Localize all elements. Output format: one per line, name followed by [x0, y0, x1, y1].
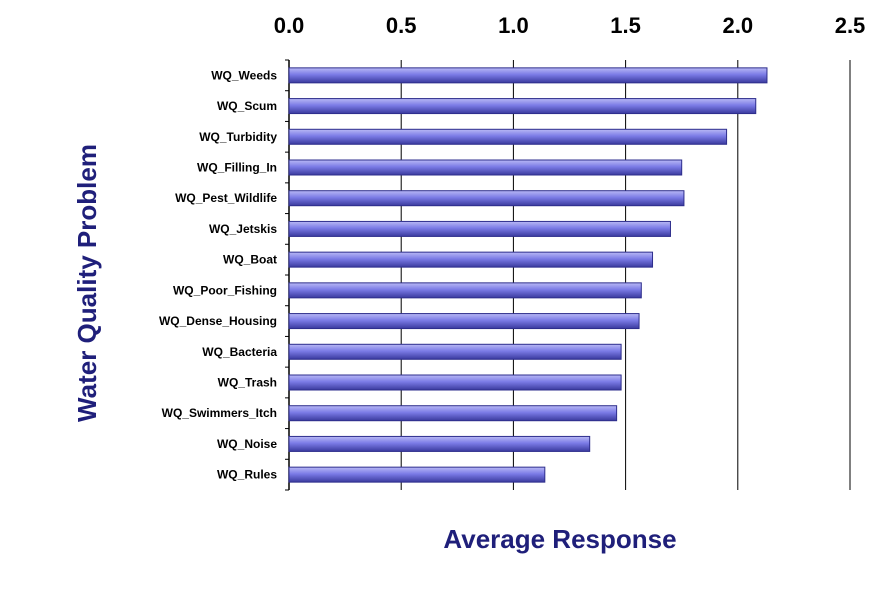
bar	[288, 435, 591, 452]
category-label: WQ_Boat	[223, 253, 277, 267]
bar	[288, 343, 622, 360]
category-label: WQ_Noise	[217, 437, 277, 451]
category-label: WQ_Pest_Wildlife	[175, 191, 277, 205]
x-tick-labels: 0.0 0.5 1.0 1.5 2.0 2.5	[274, 13, 866, 38]
category-label: WQ_Rules	[217, 468, 277, 482]
category-label: WQ_Swimmers_Itch	[162, 406, 277, 420]
x-tick-label: 2.0	[723, 13, 754, 38]
bar	[288, 374, 622, 391]
bar	[288, 405, 618, 422]
category-label: WQ_Scum	[217, 99, 277, 113]
x-tick-label: 1.5	[610, 13, 641, 38]
category-label: WQ_Dense_Housing	[159, 314, 277, 328]
category-label: WQ_Bacteria	[202, 345, 277, 359]
bar	[288, 251, 654, 268]
bar	[288, 98, 757, 115]
bar	[288, 67, 768, 84]
category-label: WQ_Trash	[218, 376, 277, 390]
x-tick-label: 1.0	[498, 13, 529, 38]
gridlines	[285, 59, 851, 491]
bar	[288, 313, 640, 330]
category-labels: WQ_Weeds WQ_Scum WQ_Turbidity WQ_Filling_In…	[159, 68, 277, 481]
bar	[288, 190, 685, 207]
x-axis-title: Average Response	[443, 524, 676, 554]
bar	[288, 466, 546, 483]
category-label: WQ_Turbidity	[199, 130, 277, 144]
x-tick-label: 0.5	[386, 13, 417, 38]
x-tick-label: 2.5	[835, 13, 866, 38]
bar	[288, 282, 642, 299]
category-label: WQ_Weeds	[211, 68, 277, 82]
y-axis-title: Water Quality Problem	[72, 144, 102, 422]
category-label: WQ_Filling_In	[197, 161, 277, 175]
bars	[288, 67, 768, 483]
bar	[288, 128, 728, 145]
bar	[288, 220, 671, 237]
x-tick-label: 0.0	[274, 13, 305, 38]
category-label: WQ_Jetskis	[209, 222, 277, 236]
bar	[288, 159, 683, 176]
category-label: WQ_Poor_Fishing	[173, 283, 277, 297]
